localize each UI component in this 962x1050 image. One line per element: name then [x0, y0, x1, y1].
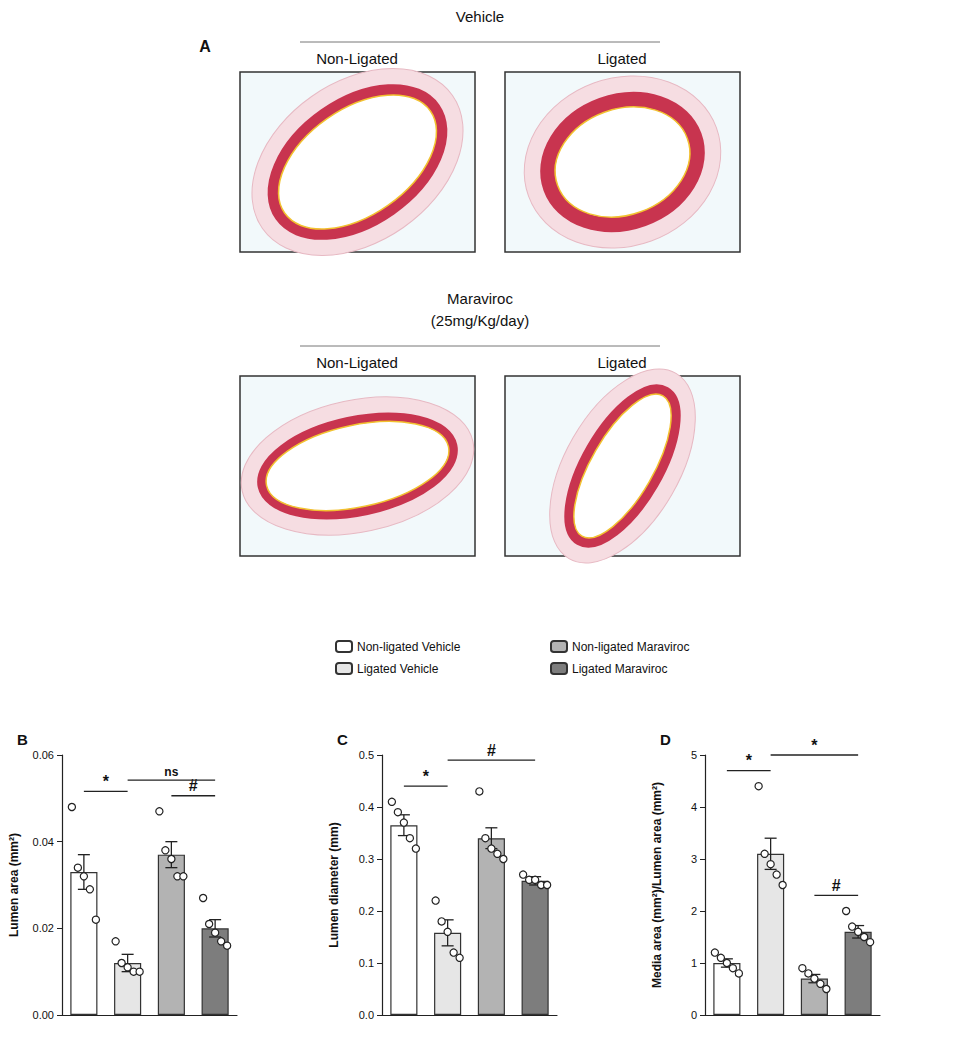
svg-text:A: A	[199, 38, 211, 55]
svg-text:#: #	[487, 742, 496, 759]
svg-text:B: B	[17, 731, 28, 748]
svg-text:Ligated Vehicle: Ligated Vehicle	[357, 662, 439, 676]
svg-text:4: 4	[691, 801, 697, 813]
svg-text:#: #	[832, 877, 841, 894]
svg-text:Media area (mm²)/Lumen area (m: Media area (mm²)/Lumen area (mm²)	[650, 782, 664, 988]
svg-text:0.06: 0.06	[33, 749, 54, 761]
svg-text:*: *	[811, 737, 818, 754]
svg-text:Lumen area (mm²): Lumen area (mm²)	[7, 833, 21, 937]
svg-text:0.00: 0.00	[33, 1009, 54, 1021]
svg-text:1: 1	[691, 957, 697, 969]
svg-text:*: *	[746, 752, 753, 769]
svg-text:3: 3	[691, 853, 697, 865]
svg-text:0.2: 0.2	[359, 905, 374, 917]
svg-text:(25mg/Kg/day): (25mg/Kg/day)	[431, 312, 529, 329]
svg-text:0: 0	[691, 1009, 697, 1021]
svg-text:*: *	[423, 768, 430, 785]
svg-text:D: D	[660, 731, 671, 748]
svg-text:Non-ligated Maraviroc: Non-ligated Maraviroc	[572, 640, 689, 654]
svg-text:5: 5	[691, 749, 697, 761]
svg-text:Non-Ligated: Non-Ligated	[316, 354, 398, 371]
svg-text:2: 2	[691, 905, 697, 917]
svg-text:Maraviroc: Maraviroc	[447, 290, 513, 307]
svg-text:0.5: 0.5	[359, 749, 374, 761]
svg-text:ns: ns	[164, 765, 178, 779]
svg-text:Ligated Maraviroc: Ligated Maraviroc	[572, 662, 667, 676]
svg-text:0.0: 0.0	[359, 1009, 374, 1021]
svg-text:Vehicle: Vehicle	[456, 8, 504, 25]
svg-text:Lumen diameter (mm): Lumen diameter (mm)	[327, 822, 341, 947]
svg-text:0.3: 0.3	[359, 853, 374, 865]
svg-text:Ligated: Ligated	[597, 50, 646, 67]
svg-text:C: C	[337, 731, 348, 748]
svg-text:Ligated: Ligated	[597, 354, 646, 371]
svg-text:0.04: 0.04	[33, 836, 54, 848]
svg-text:0.1: 0.1	[359, 957, 374, 969]
svg-text:*: *	[103, 773, 110, 790]
svg-text:Non-ligated Vehicle: Non-ligated Vehicle	[357, 640, 461, 654]
svg-text:0.02: 0.02	[33, 922, 54, 934]
svg-text:Non-Ligated: Non-Ligated	[316, 50, 398, 67]
svg-text:0.4: 0.4	[359, 801, 374, 813]
